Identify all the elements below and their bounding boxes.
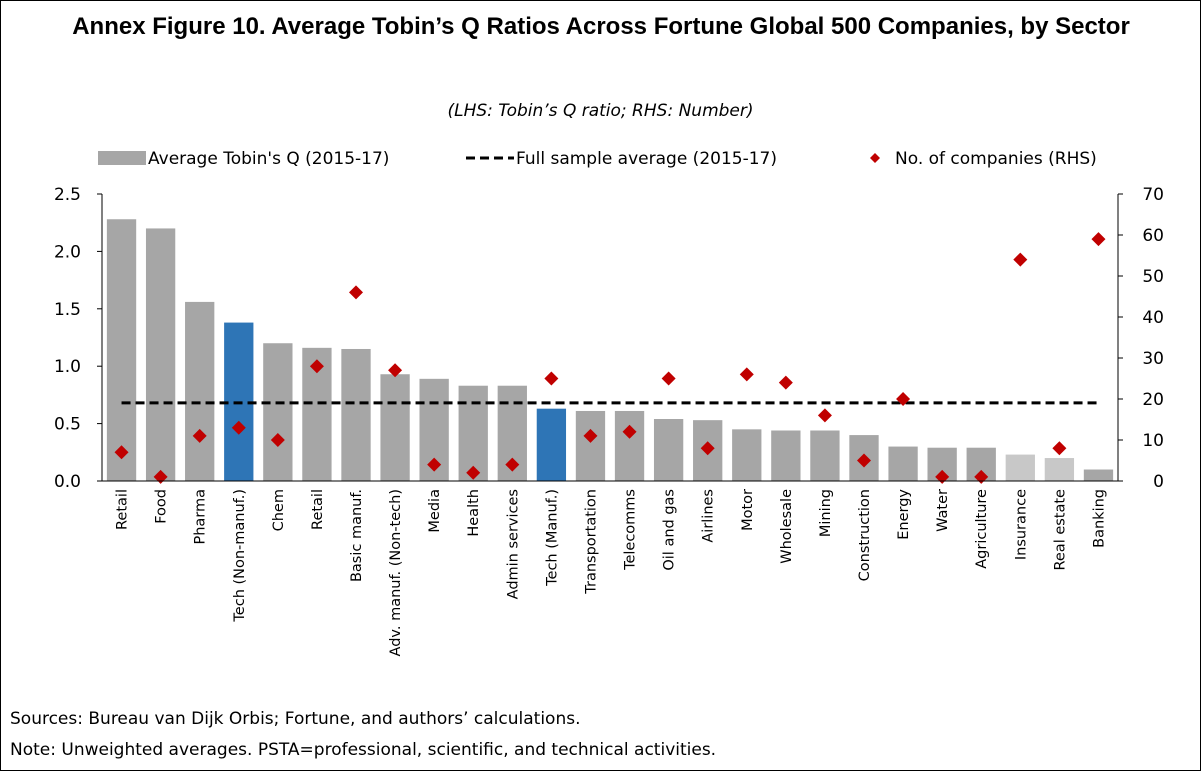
bar bbox=[810, 430, 840, 481]
x-tick-label: Adv. manuf. (Non-tech) bbox=[388, 489, 404, 656]
marker bbox=[661, 371, 676, 386]
marker bbox=[231, 420, 246, 435]
marker bbox=[114, 445, 129, 460]
bar bbox=[536, 408, 567, 481]
bar bbox=[1005, 454, 1035, 481]
marker bbox=[427, 457, 442, 472]
chart-title: Annex Figure 10. Average Tobin’s Q Ratio… bbox=[72, 13, 1130, 40]
marker bbox=[974, 469, 989, 484]
legend-swatch bbox=[98, 151, 146, 165]
y-tick-label: 1.0 bbox=[54, 357, 81, 377]
marker bbox=[1013, 252, 1028, 267]
marker bbox=[583, 428, 598, 443]
x-tick-label: Health bbox=[466, 489, 482, 537]
marker bbox=[817, 408, 832, 423]
sources: Sources: Bureau van Dijk Orbis; Fortune,… bbox=[10, 709, 581, 729]
marker bbox=[896, 392, 911, 406]
x-tick-label: Telecomms bbox=[623, 489, 639, 571]
x-tick-label: Food bbox=[154, 489, 170, 524]
y2-tick-label: 60 bbox=[1142, 226, 1164, 246]
legend-label: No. of companies (RHS) bbox=[895, 149, 1097, 169]
bar bbox=[888, 446, 918, 481]
marker bbox=[1052, 441, 1067, 456]
y2-tick-label: 0 bbox=[1153, 472, 1164, 492]
x-tick-label: Pharma bbox=[193, 489, 209, 545]
x-tick-label: Motor bbox=[740, 489, 756, 531]
y-tick-label: 1.5 bbox=[54, 300, 81, 320]
y2-tick-label: 30 bbox=[1142, 349, 1164, 369]
x-tick-label: Admin services bbox=[505, 489, 521, 599]
legend-label: Full sample average (2015-17) bbox=[516, 149, 777, 169]
x-tick-label: Retail bbox=[115, 489, 131, 530]
x-tick-label: Media bbox=[427, 489, 443, 533]
bar bbox=[380, 374, 410, 481]
marker bbox=[466, 465, 481, 480]
y-tick-label: 2.5 bbox=[54, 185, 81, 205]
legend-label: Average Tobin's Q (2015-17) bbox=[148, 149, 389, 169]
x-tick-label: Airlines bbox=[701, 489, 717, 543]
marker bbox=[857, 453, 871, 468]
x-tick-label: Agriculture bbox=[974, 489, 990, 569]
marker bbox=[309, 359, 324, 374]
marker bbox=[349, 285, 363, 300]
marker bbox=[544, 371, 559, 386]
x-tick-label: Chem bbox=[271, 489, 287, 531]
bar bbox=[1044, 458, 1075, 481]
x-tick-label: Wholesale bbox=[779, 489, 795, 564]
marker bbox=[935, 469, 950, 484]
marker bbox=[778, 375, 793, 390]
marker bbox=[1091, 232, 1106, 247]
marker bbox=[153, 469, 168, 484]
bar bbox=[653, 419, 684, 481]
x-tick-label: Energy bbox=[896, 489, 912, 540]
x-tick-label: Transportation bbox=[583, 489, 599, 595]
marker bbox=[622, 424, 637, 439]
bar bbox=[145, 228, 176, 481]
marker bbox=[739, 367, 754, 382]
x-tick-label: Mining bbox=[818, 489, 834, 537]
y-tick-label: 2.0 bbox=[54, 242, 81, 262]
bar bbox=[614, 410, 645, 481]
y2-tick-label: 50 bbox=[1142, 267, 1164, 287]
bar bbox=[771, 430, 801, 481]
y2-tick-label: 20 bbox=[1142, 390, 1164, 410]
y2-tick-label: 70 bbox=[1142, 185, 1164, 205]
chart-subtitle: (LHS: Tobin’s Q ratio; RHS: Number) bbox=[447, 101, 754, 121]
x-tick-label: Real estate bbox=[1052, 489, 1068, 571]
marker bbox=[505, 457, 520, 472]
y2-tick-label: 10 bbox=[1142, 431, 1164, 451]
bar bbox=[732, 429, 762, 481]
marker bbox=[700, 441, 715, 456]
marker bbox=[192, 428, 207, 443]
y-tick-label: 0.5 bbox=[54, 415, 81, 435]
bar bbox=[1083, 469, 1114, 481]
x-tick-label: Water bbox=[935, 489, 951, 532]
x-tick-label: Tech (Non-manuf.) bbox=[232, 489, 248, 623]
legend-swatch bbox=[870, 153, 880, 163]
x-tick-label: Construction bbox=[857, 489, 873, 581]
bar bbox=[341, 348, 371, 481]
marker bbox=[270, 433, 285, 447]
y2-tick-label: 40 bbox=[1142, 308, 1164, 328]
bar bbox=[106, 219, 137, 482]
bar bbox=[263, 343, 293, 481]
y-tick-label: 0.0 bbox=[54, 472, 81, 492]
x-tick-label: Retail bbox=[310, 489, 326, 530]
bar bbox=[185, 301, 215, 481]
bar bbox=[575, 410, 606, 481]
marker bbox=[388, 363, 403, 378]
x-tick-label: Oil and gas bbox=[662, 489, 678, 571]
x-tick-label: Tech (Manuf.) bbox=[544, 489, 560, 587]
x-tick-label: Basic manuf. bbox=[349, 489, 365, 582]
x-tick-label: Insurance bbox=[1013, 489, 1029, 560]
x-tick-label: Banking bbox=[1091, 489, 1107, 548]
note: Note: Unweighted averages. PSTA=professi… bbox=[10, 740, 717, 760]
